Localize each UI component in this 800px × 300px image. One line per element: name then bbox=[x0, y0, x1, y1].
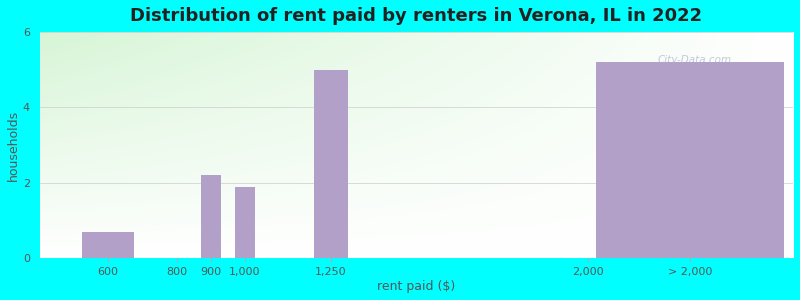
Bar bbox=[82, 232, 134, 258]
Bar bbox=[596, 62, 785, 258]
Text: City-Data.com: City-Data.com bbox=[658, 55, 731, 65]
Bar bbox=[314, 70, 348, 258]
Title: Distribution of rent paid by renters in Verona, IL in 2022: Distribution of rent paid by renters in … bbox=[130, 7, 702, 25]
Bar bbox=[234, 187, 255, 258]
X-axis label: rent paid ($): rent paid ($) bbox=[377, 280, 455, 293]
Y-axis label: households: households bbox=[7, 110, 20, 181]
Bar bbox=[201, 175, 221, 258]
